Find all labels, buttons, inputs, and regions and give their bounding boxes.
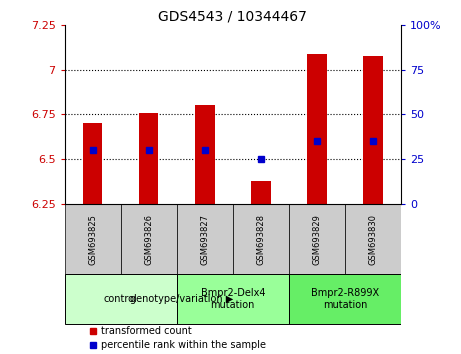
Bar: [65, 204, 121, 274]
Bar: [345, 204, 401, 274]
Text: Bmpr2-R899X
mutation: Bmpr2-R899X mutation: [311, 289, 379, 310]
Bar: [139, 113, 159, 204]
Bar: [177, 204, 233, 274]
Text: transformed count: transformed count: [101, 326, 192, 336]
Bar: [65, 274, 177, 324]
Bar: [195, 105, 214, 204]
Text: GSM693826: GSM693826: [144, 213, 153, 264]
Bar: [289, 274, 401, 324]
Bar: [251, 181, 271, 204]
Bar: [289, 204, 345, 274]
Text: percentile rank within the sample: percentile rank within the sample: [101, 339, 266, 350]
Text: GSM693825: GSM693825: [88, 214, 97, 264]
Text: GSM693830: GSM693830: [368, 213, 378, 264]
Text: GSM693828: GSM693828: [256, 213, 266, 264]
Bar: [177, 274, 289, 324]
Bar: [307, 54, 327, 204]
Bar: [83, 123, 102, 204]
Title: GDS4543 / 10344467: GDS4543 / 10344467: [159, 10, 307, 24]
Text: Bmpr2-Delx4
mutation: Bmpr2-Delx4 mutation: [201, 289, 265, 310]
Bar: [363, 56, 383, 204]
Text: control: control: [104, 294, 137, 304]
Bar: [121, 204, 177, 274]
Bar: [233, 204, 289, 274]
Text: GSM693827: GSM693827: [200, 213, 209, 264]
Text: GSM693829: GSM693829: [313, 214, 321, 264]
Text: genotype/variation ▶: genotype/variation ▶: [130, 294, 233, 304]
